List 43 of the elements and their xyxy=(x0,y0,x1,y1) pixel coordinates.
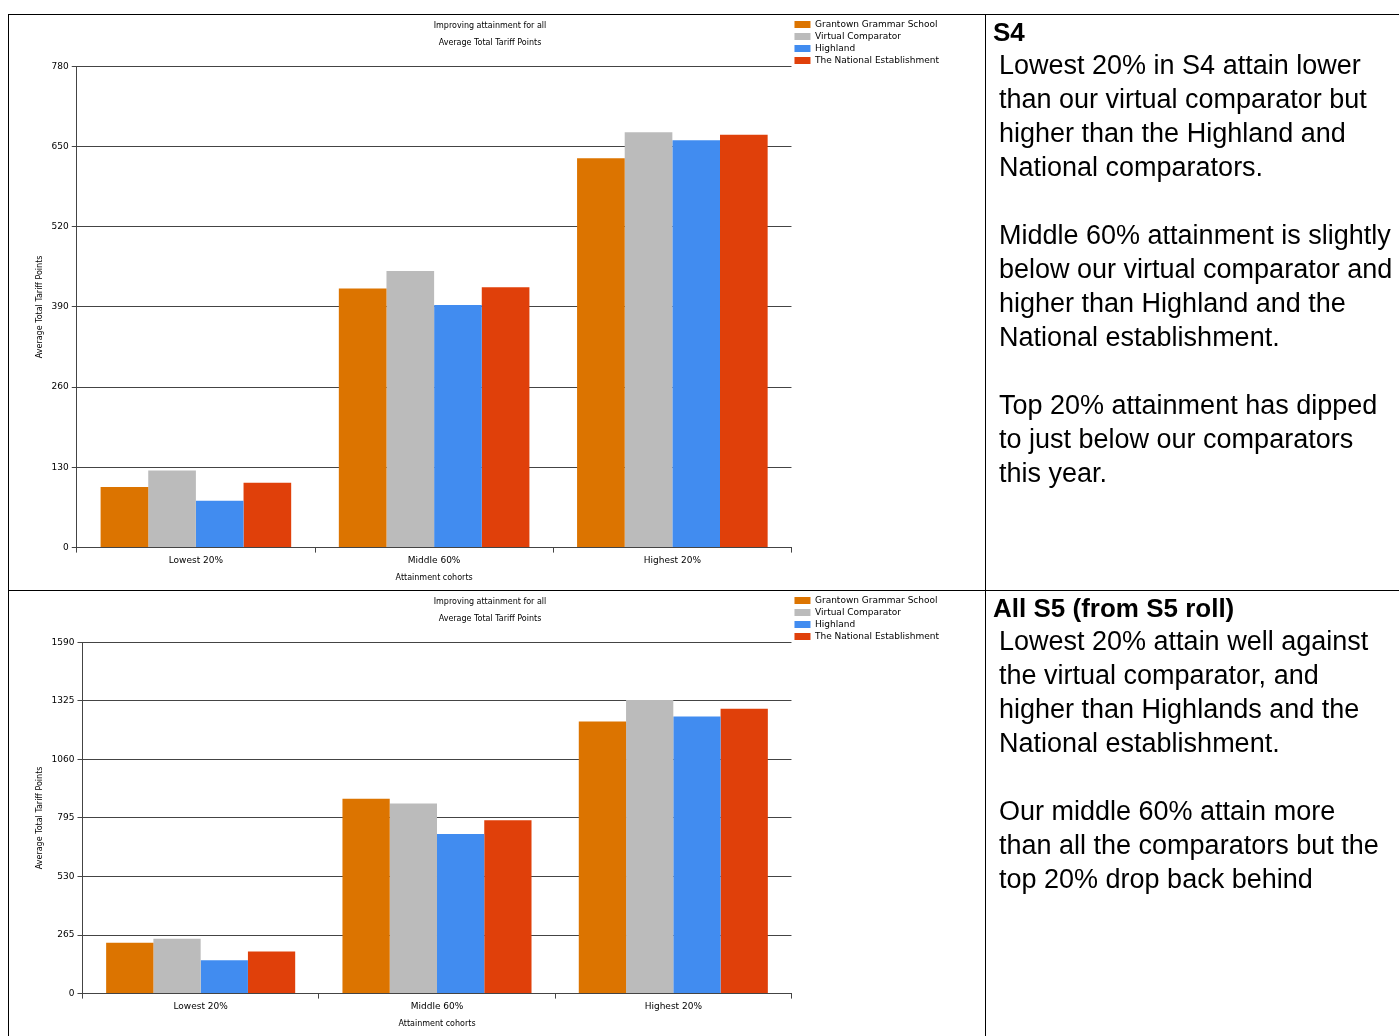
y-tick-label: 260 xyxy=(51,381,70,392)
y-tick-label: 530 xyxy=(57,870,75,881)
y-tick-label: 390 xyxy=(51,301,70,312)
chart-subtitle: Average Total Tariff Points xyxy=(438,38,542,48)
x-axis-title: Attainment cohorts xyxy=(395,573,473,583)
chart-subtitle: Average Total Tariff Points xyxy=(438,614,542,624)
x-tick-label: Highest 20% xyxy=(644,1001,703,1012)
legend-label: Highland xyxy=(814,42,856,53)
y-tick-label: 0 xyxy=(68,987,75,998)
text: Top 20% attainment has dipped to just below our comparators this year. xyxy=(999,389,1379,490)
text: Lowest 20% in S4 attain lower than our virtual comparator but higher than the Highland and National comparators. xyxy=(999,49,1368,184)
y-tick-label: 650 xyxy=(51,140,70,151)
y-tick-label: 0 xyxy=(63,541,70,552)
text: All S5 (from S5 roll) xyxy=(993,593,1236,624)
text: Middle 60% attainment is slightly below our virtual comparator and higher than Highland and the National establishment. xyxy=(999,219,1393,354)
chart-title: Improving attainment for all xyxy=(433,20,547,30)
legend-label: Grantown Grammar School xyxy=(814,18,938,29)
x-axis-title: Attainment cohorts xyxy=(398,1019,476,1029)
x-tick-label: Lowest 20% xyxy=(168,555,224,566)
y-tick-label: 795 xyxy=(57,812,75,823)
legend-label: The National Establishment xyxy=(813,630,940,641)
legend-label: The National Establishment xyxy=(813,54,940,65)
x-tick-label: Lowest 20% xyxy=(173,1001,229,1012)
y-tick-label: 780 xyxy=(51,60,70,71)
text: Our middle 60% attain more than all the comparators but the top 20% drop back behind xyxy=(999,795,1380,896)
legend-label: Grantown Grammar School xyxy=(814,594,938,605)
x-tick-label: Middle 60% xyxy=(410,1001,464,1012)
text: S4 xyxy=(993,17,1026,48)
y-axis-title: Average Total Tariff Points xyxy=(34,766,44,870)
x-tick-label: Highest 20% xyxy=(643,555,702,566)
legend-label: Highland xyxy=(814,618,856,629)
y-axis-title: Average Total Tariff Points xyxy=(34,255,44,359)
chart-title: Improving attainment for all xyxy=(433,596,547,606)
y-tick-label: 1060 xyxy=(51,753,75,764)
y-tick-label: 130 xyxy=(51,461,70,472)
y-tick-label: 520 xyxy=(51,221,70,232)
legend-label: Virtual Comparator xyxy=(814,30,902,41)
y-tick-label: 1325 xyxy=(51,695,75,706)
legend-label: Virtual Comparator xyxy=(814,606,902,617)
x-tick-label: Middle 60% xyxy=(407,555,461,566)
y-tick-label: 1590 xyxy=(51,636,75,647)
y-tick-label: 265 xyxy=(57,929,75,940)
text: Lowest 20% attain well against the virtual comparator, and higher than Highlands and the National establishment. xyxy=(999,625,1370,760)
